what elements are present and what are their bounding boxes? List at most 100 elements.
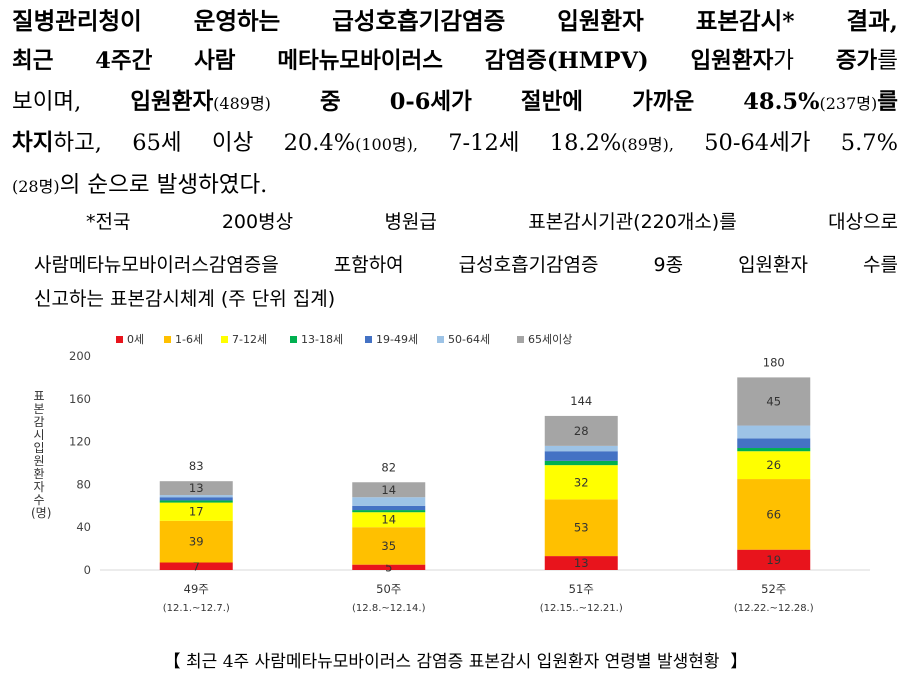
bar-segment bbox=[737, 425, 811, 439]
bar-segment bbox=[159, 502, 233, 521]
y-tick-label: 40 bbox=[76, 520, 91, 534]
x-tick-label: 49주 bbox=[184, 582, 209, 596]
text-span: 입원환자 bbox=[690, 48, 774, 74]
legend-swatch bbox=[365, 336, 372, 343]
bar-segment bbox=[737, 438, 811, 449]
legend-swatch bbox=[221, 336, 228, 343]
bar-segment bbox=[544, 415, 618, 446]
text-span: 병원급 bbox=[384, 211, 437, 233]
text-group: 입원환자가 bbox=[690, 46, 794, 76]
text-span: 최근 bbox=[12, 48, 54, 74]
bar-segment bbox=[737, 448, 811, 452]
text-span: 절반에 bbox=[520, 89, 584, 115]
text-span: 감염증(HMPV) bbox=[484, 48, 649, 74]
text-span: 를 bbox=[877, 89, 898, 115]
bar-segment bbox=[159, 500, 233, 503]
legend-label: 13-18세 bbox=[301, 333, 343, 346]
y-tick-label: 80 bbox=[76, 477, 91, 491]
footnote-line-2: 사람메타뉴모바이러스감염증을 포함하여 급성호흡기감염증 9종 입원환자 수를 bbox=[34, 252, 898, 278]
legend-swatch bbox=[116, 336, 123, 343]
paragraph-line-3: 보이며, 입원환자(489명) 중 0-6세가 절반에 가까운 48.5%(23… bbox=[12, 87, 898, 119]
text-group: 20.4%(100명), bbox=[284, 128, 418, 160]
total-label: 83 bbox=[189, 459, 204, 473]
text-span: 50-64세가 bbox=[704, 130, 811, 156]
text-span: 5.7% bbox=[840, 130, 898, 156]
text-span: 사람 bbox=[194, 48, 236, 74]
data-label: 13 bbox=[189, 481, 204, 495]
legend-label: 7-12세 bbox=[232, 333, 267, 346]
bar-segment bbox=[737, 451, 811, 480]
stacked-bar-chart: 0 40 80 120 160 200 0세 1-6세 7-12세 13-18세 19-49세 50-… bbox=[69, 333, 870, 614]
data-label: 53 bbox=[574, 521, 589, 535]
bar-segment bbox=[352, 482, 426, 498]
data-label: 45 bbox=[766, 394, 781, 408]
x-tick-sublabel: (12.15..~12.21.) bbox=[540, 603, 623, 614]
text-span: 가 bbox=[773, 48, 794, 74]
text-span: (489명) bbox=[213, 94, 271, 113]
bar-segment bbox=[352, 510, 426, 513]
text-span: (89명), bbox=[621, 135, 674, 154]
text-span: 하고, bbox=[53, 130, 102, 156]
bar-segment bbox=[159, 497, 233, 501]
x-tick-sublabel: (12.8.~12.14.) bbox=[352, 603, 426, 614]
text-span: 수를 bbox=[863, 254, 898, 276]
legend-swatch bbox=[437, 336, 444, 343]
footnote-line-1: *전국 200병상 병원급 표본감시기관(220개소)를 대상으로 bbox=[86, 209, 898, 235]
text-span: 표본감시기관(220개소)를 bbox=[528, 211, 737, 233]
text-span: 의 순으로 발생하였다. bbox=[59, 172, 268, 198]
text-span: 입원환자 bbox=[738, 254, 808, 276]
text-span: 18.2% bbox=[549, 130, 622, 156]
bar-segment bbox=[352, 512, 426, 528]
x-tick-sublabel: (12.1.~12.7.) bbox=[163, 603, 230, 614]
text-span: 포함하여 bbox=[333, 254, 404, 276]
text-span: 입원환자 bbox=[557, 7, 644, 35]
footnote-line-3: 신고하는 표본감시체계 (주 단위 집계) bbox=[34, 288, 336, 310]
bar-segment bbox=[159, 495, 233, 498]
bar-segment bbox=[544, 460, 618, 466]
data-label: 32 bbox=[574, 475, 589, 489]
text-span: 중 bbox=[319, 89, 341, 115]
legend-swatch bbox=[517, 336, 524, 343]
text-span: 급성호흡기감염증 bbox=[332, 7, 506, 35]
data-label: 39 bbox=[189, 535, 204, 549]
paragraph-line-1: 질병관리청이 운영하는 급성호흡기감염증 입원환자 표본감시* 결과, bbox=[12, 6, 898, 36]
paragraph-line-4: 차지하고, 65세 이상 20.4%(100명), 7-12세 18.2%(89… bbox=[12, 128, 898, 160]
legend-swatch bbox=[164, 336, 171, 343]
data-label: 14 bbox=[381, 513, 396, 527]
data-label: 17 bbox=[189, 505, 204, 519]
bar-segment bbox=[352, 505, 426, 511]
text-span: 4주간 bbox=[95, 48, 153, 74]
y-tick-label: 160 bbox=[69, 392, 91, 406]
bar-segment bbox=[159, 520, 233, 563]
text-span: (237명) bbox=[819, 94, 878, 113]
bar-segment bbox=[159, 562, 233, 570]
chart-caption: 【 최근 4주 사람메타뉴모바이러스 감염증 표본감시 입원환자 연령별 발생현… bbox=[163, 652, 748, 672]
text-group: 입원환자(489명) bbox=[130, 87, 271, 119]
legend-label: 50-64세 bbox=[448, 333, 490, 346]
x-tick-label: 51주 bbox=[569, 582, 594, 596]
data-label: 19 bbox=[766, 553, 781, 567]
bar-segment bbox=[737, 479, 811, 550]
text-span: 48.5% bbox=[743, 89, 820, 115]
text-span: (28명) bbox=[12, 177, 60, 196]
text-span: *전국 bbox=[86, 211, 131, 233]
text-span: 보이며, bbox=[12, 89, 82, 115]
text-span: 0-6세가 bbox=[389, 89, 472, 115]
legend-label: 1-6세 bbox=[175, 333, 203, 346]
x-tick-label: 52주 bbox=[761, 582, 786, 596]
data-label: 26 bbox=[766, 458, 781, 472]
data-label: 5 bbox=[385, 560, 392, 574]
text-span: 질병관리청이 bbox=[12, 7, 142, 35]
data-label: 14 bbox=[381, 483, 396, 497]
bar-segment bbox=[352, 497, 426, 506]
text-span: 급성호흡기감염증 bbox=[458, 254, 599, 276]
text-span: 표본감시* bbox=[695, 7, 795, 35]
legend-label: 19-49세 bbox=[376, 333, 418, 346]
y-tick-label: 120 bbox=[69, 435, 91, 449]
text-span: 메타뉴모바이러스 bbox=[277, 48, 443, 74]
data-label: 7 bbox=[193, 559, 200, 573]
paragraph-line-5: (28명)의 순으로 발생하였다. bbox=[12, 170, 898, 202]
paragraph-line-2: 최근 4주간 사람 메타뉴모바이러스 감염증(HMPV) 입원환자가 증가를 bbox=[12, 46, 898, 76]
total-label: 82 bbox=[381, 460, 396, 474]
text-span: 결과, bbox=[846, 7, 898, 35]
